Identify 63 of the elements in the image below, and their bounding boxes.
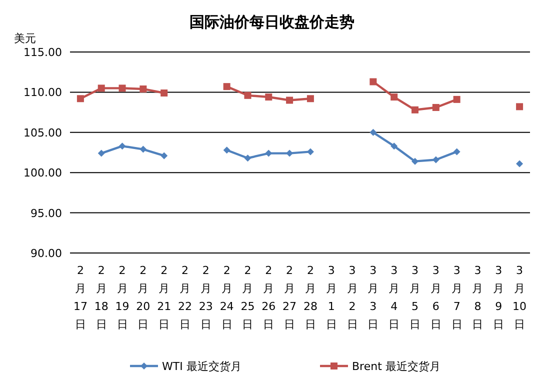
point [223, 83, 230, 90]
y-tick-label: 90.00 [30, 247, 62, 260]
point [160, 152, 168, 160]
point [286, 96, 294, 104]
x-tick-label: 3月4日 [388, 264, 400, 331]
legend-label: Brent 最近交货月 [352, 360, 440, 373]
point [244, 154, 252, 162]
point [98, 150, 105, 157]
x-tick-label: 3月6日 [430, 264, 442, 331]
x-tick-label: 2月22日 [178, 264, 192, 331]
x-tick-label: 2月17日 [73, 264, 88, 331]
point [118, 142, 126, 150]
point [306, 95, 314, 102]
x-tick-label: 3月10日 [512, 264, 527, 331]
y-axis-title: 美元 [14, 32, 36, 45]
point [160, 90, 168, 97]
point [223, 146, 230, 154]
x-tick-label: 3月9日 [493, 264, 504, 331]
point [286, 150, 294, 157]
x-tick-label: 3月5日 [410, 264, 420, 331]
point [390, 94, 398, 101]
y-tick-label: 110.00 [24, 86, 62, 100]
point [265, 150, 272, 157]
x-tick-label: 3月2日 [346, 264, 358, 331]
point [244, 92, 252, 99]
point [432, 156, 440, 164]
x-tick-label: 2月23日 [198, 264, 213, 331]
x-tick-label: 3月3日 [368, 264, 379, 331]
point [370, 128, 377, 136]
x-tick-label: 3月8日 [472, 264, 484, 331]
point [390, 142, 398, 150]
point [118, 84, 126, 92]
point [76, 95, 84, 102]
point [453, 148, 460, 156]
x-tick-label: 2月25日 [240, 264, 255, 331]
chart-title: 国际油价每日收盘价走势 [190, 13, 354, 31]
point [453, 96, 460, 103]
x-tick-label: 3月1日 [326, 264, 337, 331]
x-tick-label: 3月7日 [451, 264, 462, 331]
y-tick-label: 115.00 [24, 46, 62, 59]
x-tick-label: 2月20日 [136, 264, 150, 331]
point [140, 85, 147, 92]
x-tick-label: 2月19日 [115, 264, 130, 331]
point [140, 146, 147, 153]
x-tick-label: 2月26日 [262, 264, 276, 331]
x-tick-label: 2月28日 [303, 264, 318, 331]
x-tick-label: 2月21日 [157, 264, 172, 331]
x-tick-label: 2月27日 [282, 264, 297, 331]
point [412, 106, 418, 114]
x-tick-label: 2月18日 [94, 264, 108, 331]
point [370, 78, 377, 86]
point [516, 103, 524, 110]
y-tick-label: 95.00 [30, 206, 62, 220]
point [516, 160, 524, 168]
point [98, 84, 105, 92]
legend-label: WTI 最近交货月 [162, 360, 242, 373]
y-tick-label: 105.00 [24, 126, 62, 140]
y-tick-label: 100.00 [24, 166, 62, 180]
point [412, 158, 418, 165]
point [432, 104, 440, 111]
point [265, 94, 272, 101]
point [306, 148, 314, 156]
x-tick-label: 2月24日 [220, 264, 234, 331]
